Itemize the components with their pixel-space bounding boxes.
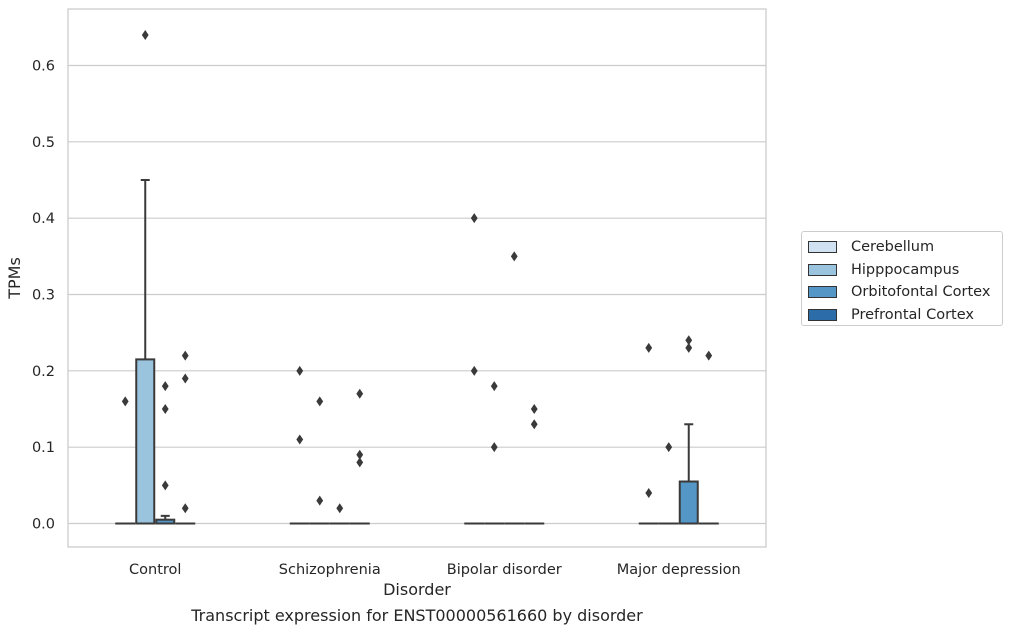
legend-item: Cerebellum	[808, 236, 1002, 259]
outlier-point	[490, 381, 498, 392]
y-tick-label: 0.6	[32, 59, 55, 75]
legend-label: Orbitofontal Cortex	[851, 284, 991, 301]
outlier-point	[356, 457, 364, 468]
box-hipppocampus	[135, 179, 156, 525]
outlier-point	[645, 487, 653, 498]
legend: Cerebellum Hipppocampus Orbitofontal Corte…	[801, 231, 1003, 326]
y-axis-label: TPMs	[5, 257, 24, 300]
chart-caption: Transcript expression for ENST0000056166…	[191, 606, 643, 625]
outlier-point	[161, 404, 169, 414]
x-tick-label: Control	[129, 562, 181, 578]
legend-swatch	[808, 286, 837, 299]
plot-area-frame	[67, 8, 767, 548]
outlier-point	[490, 442, 498, 453]
outlier-point	[645, 342, 653, 353]
x-tick-label: Schizophrenia	[279, 562, 381, 578]
legend-label: Cerebellum	[851, 239, 935, 256]
y-tick-label: 0.5	[32, 135, 55, 151]
legend-swatch	[808, 241, 837, 254]
legend-label: Hipppocampus	[851, 261, 960, 278]
outlier-point	[470, 213, 478, 224]
outlier-point	[181, 350, 189, 361]
outlier-point	[316, 495, 324, 506]
legend-label: Prefrontal Cortex	[851, 306, 974, 323]
x-tick-labels: Control Schizophrenia Bipolar disorder Majo…	[129, 562, 741, 578]
gridlines	[68, 64, 766, 525]
x-tick-label: Bipolar disorder	[447, 562, 562, 578]
outlier-point	[161, 381, 169, 392]
box-orbitofontal-cortex	[678, 423, 699, 525]
y-tick-label: 0.3	[32, 288, 55, 304]
outlier-point	[141, 29, 149, 40]
box	[678, 480, 699, 525]
legend-item: Prefrontal Cortex	[808, 304, 1002, 327]
legend-swatch	[808, 308, 837, 321]
outlier-point	[181, 503, 189, 514]
y-tick-label: 0.1	[32, 440, 55, 456]
x-axis-label: Disorder	[383, 580, 451, 599]
outlier-point	[296, 365, 304, 376]
outlier-point	[685, 335, 693, 346]
outlier-point	[296, 434, 304, 445]
outlier-point	[705, 350, 713, 361]
box	[135, 358, 156, 525]
outlier-point	[316, 396, 324, 407]
outlier-point	[121, 396, 129, 407]
y-tick-label: 0.0	[32, 517, 55, 533]
y-tick-label: 0.2	[32, 364, 55, 380]
outlier-point	[161, 480, 169, 491]
outlier-point	[685, 342, 693, 353]
box-series	[115, 179, 719, 525]
outlier-point	[510, 251, 518, 262]
outlier-point	[530, 419, 538, 430]
outlier-point	[356, 388, 364, 399]
outlier-point	[181, 373, 189, 384]
legend-swatch	[808, 263, 837, 276]
outlier-point	[665, 442, 673, 453]
legend-item: Hipppocampus	[808, 259, 1002, 282]
outlier-point	[356, 449, 364, 460]
x-tick-label: Major depression	[617, 562, 741, 578]
y-tick-labels: 0.0 0.1 0.2 0.3 0.4 0.5 0.6	[32, 59, 55, 533]
outlier-point	[530, 404, 538, 414]
outlier-point	[470, 365, 478, 376]
outlier-point	[336, 503, 344, 514]
box-orbitofontal-cortex	[155, 514, 176, 525]
legend-item: Orbitofontal Cortex	[808, 281, 1002, 304]
y-tick-label: 0.4	[32, 211, 55, 227]
outlier-points	[121, 29, 713, 514]
